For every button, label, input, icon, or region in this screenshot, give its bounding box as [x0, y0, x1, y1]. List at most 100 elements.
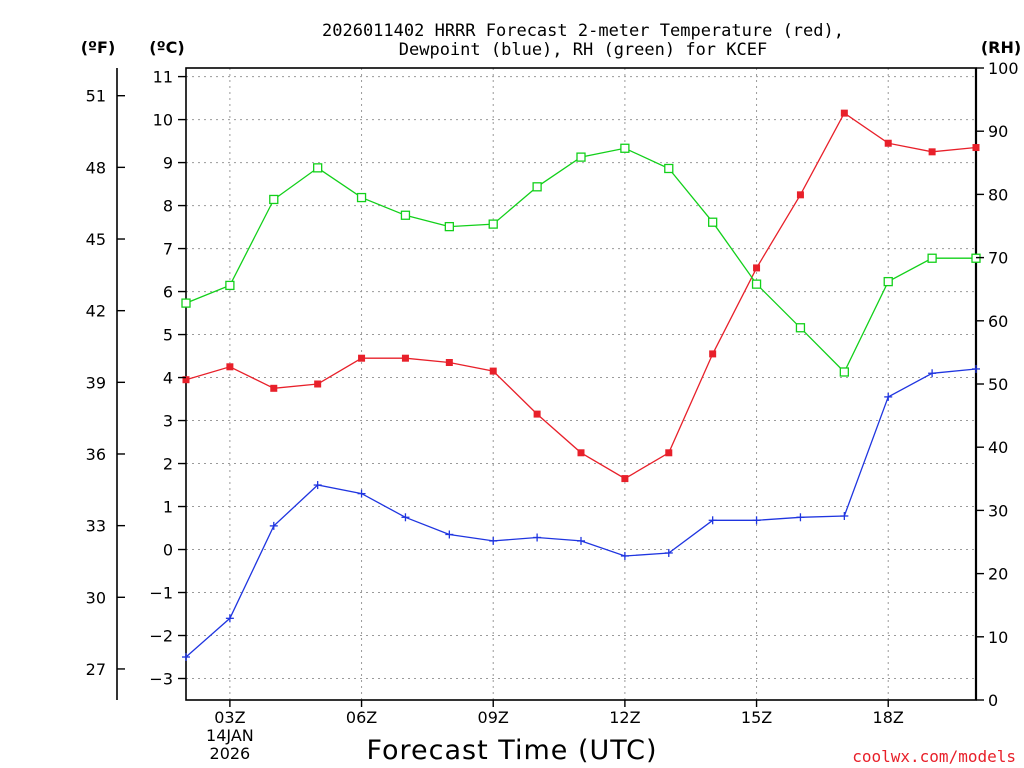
x-tick-label: 18Z: [873, 708, 904, 727]
dewpoint-point: [182, 653, 190, 662]
series-line-temperature: [185, 112, 977, 480]
fahrenheit-tick-label: 39: [86, 373, 106, 392]
rh-tick-label: 90: [988, 122, 1008, 141]
fahrenheit-tick-label: 33: [86, 517, 106, 536]
fahrenheit-tick-label: 30: [86, 588, 106, 607]
x-tick-sublabel: 2026: [210, 744, 251, 763]
celsius-tick-label: −3: [149, 670, 173, 689]
dewpoint-point: [752, 516, 761, 525]
x-tick-label: 15Z: [741, 708, 772, 727]
rh-point: [532, 182, 542, 192]
dewpoint-point: [972, 364, 980, 373]
celsius-tick-label: −1: [149, 584, 173, 603]
rh-point: [444, 221, 454, 232]
rh-tick-label: 40: [988, 438, 1008, 457]
dewpoint-point: [401, 513, 410, 522]
x-tick-label: 12Z: [609, 708, 640, 727]
dewpoint-point: [357, 489, 366, 498]
celsius-tick-label: 4: [163, 369, 173, 388]
rh-tick-label: 100: [988, 59, 1019, 78]
dewpoint-point: [796, 513, 805, 522]
temperature-point: [445, 359, 453, 367]
x-tick-sublabel: 14JAN: [206, 726, 254, 745]
rh-point: [356, 192, 367, 203]
rh-tick-label: 80: [988, 185, 1008, 204]
rh-point: [225, 280, 235, 291]
rh-point: [883, 276, 893, 287]
chart-title-line2: Dewpoint (blue), RH (green) for KCEF: [399, 40, 767, 60]
temperature-point: [270, 384, 278, 392]
temperature-point: [972, 144, 980, 152]
rh-point: [269, 194, 279, 205]
dewpoint-point: [313, 481, 322, 490]
rh-point: [664, 163, 674, 174]
fahrenheit-tick-label: 51: [86, 87, 106, 106]
dewpoint-point: [664, 548, 673, 557]
temperature-point: [840, 109, 848, 117]
dewpoint-point: [225, 614, 234, 623]
rh-point: [400, 210, 411, 220]
dewpoint-point: [489, 536, 498, 545]
celsius-tick-label: 5: [163, 326, 173, 345]
series-rh: [181, 143, 981, 377]
celsius-tick-label: 0: [163, 541, 173, 560]
fahrenheit-tick-label: 36: [86, 445, 106, 464]
rh-point: [839, 367, 849, 377]
tick-labels: −3−2−10123456789101127303336394245485101…: [86, 59, 1019, 763]
x-tick-label: 03Z: [214, 708, 245, 727]
celsius-tick-label: 11: [153, 68, 173, 87]
celsius-tick-label: 1: [163, 498, 173, 517]
temperature-point: [884, 139, 892, 147]
fahrenheit-unit-label: (ºF): [81, 38, 116, 57]
rh-tick-label: 0: [988, 691, 998, 710]
rh-tick-label: 50: [988, 375, 1008, 394]
celsius-tick-label: 9: [163, 154, 173, 173]
dewpoint-point: [840, 511, 849, 520]
temperature-point: [928, 148, 936, 156]
rh-point: [751, 279, 762, 289]
celsius-tick-label: 3: [163, 412, 173, 431]
temperature-point: [533, 410, 541, 418]
temperature-point: [621, 475, 629, 483]
celsius-tick-label: 6: [163, 283, 173, 302]
celsius-tick-label: 8: [163, 197, 173, 216]
series-temperature: [182, 109, 980, 483]
dewpoint-point: [928, 369, 937, 378]
temperature-point: [401, 354, 409, 362]
rh-point: [181, 298, 191, 308]
celsius-tick-label: 10: [153, 111, 173, 130]
celsius-tick-label: −2: [149, 627, 173, 646]
dewpoint-point: [269, 521, 278, 530]
rh-point: [576, 152, 586, 162]
fahrenheit-tick-label: 42: [86, 302, 106, 321]
temperature-point: [709, 350, 717, 358]
rh-tick-label: 20: [988, 565, 1008, 584]
credit-text: coolwx.com/models: [852, 747, 1016, 766]
rh-tick-label: 10: [988, 628, 1008, 647]
dewpoint-point: [884, 392, 893, 401]
series-line-rh: [185, 147, 976, 374]
fahrenheit-tick-label: 45: [86, 230, 106, 249]
dewpoint-point: [577, 536, 585, 545]
plot-frame: [185, 67, 977, 701]
rh-unit-label: (RH): [981, 38, 1021, 57]
fahrenheit-tick-label: 27: [86, 660, 106, 679]
celsius-tick-label: 7: [163, 240, 173, 259]
rh-tick-label: 60: [988, 312, 1008, 331]
dewpoint-point: [620, 551, 629, 560]
temperature-point: [665, 449, 673, 457]
rh-point: [488, 219, 498, 229]
rh-tick-label: 30: [988, 501, 1008, 520]
rh-point: [927, 253, 937, 263]
temperature-point: [226, 363, 234, 371]
temperature-point: [182, 376, 190, 384]
series-line-dewpoint: [185, 368, 977, 658]
chart-title: 2026011402 HRRR Forecast 2-meter Tempera…: [322, 21, 844, 41]
dewpoint-point: [533, 533, 542, 542]
grid: [186, 68, 976, 700]
rh-point: [313, 163, 323, 173]
temperature-point: [314, 380, 322, 388]
x-tick-label: 09Z: [478, 708, 509, 727]
rh-tick-label: 70: [988, 249, 1008, 268]
temperature-point: [796, 191, 804, 199]
